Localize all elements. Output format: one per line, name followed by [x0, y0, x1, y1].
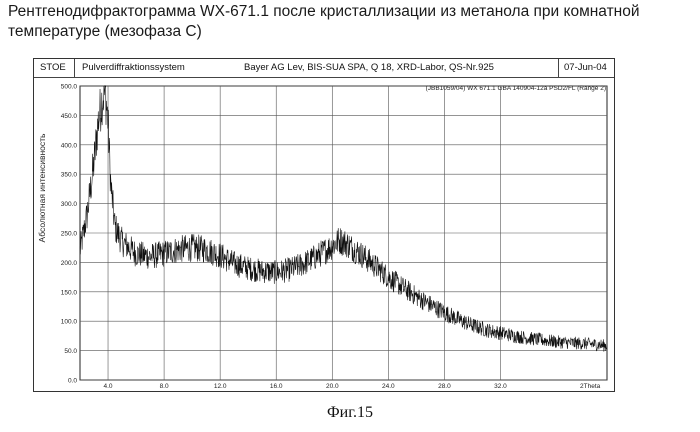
header-lab: Bayer AG Lev, BIS-SUA SPA, Q 18, XRD-Lab…	[244, 59, 494, 77]
y-tick-label: 50.0	[64, 348, 77, 355]
header-date: 07-Jun-04	[564, 59, 607, 77]
series	[80, 86, 607, 352]
y-tick-labels: 0.0 50.0 100.0 150.0 200.0 250.0 300.0 350.0 400…	[61, 84, 78, 385]
figure-title: Рентгенодифрактограмма WX-671.1 после кр…	[8, 2, 698, 42]
x-tick-label: 12.0	[214, 383, 227, 390]
y-tick-label: 250.0	[61, 231, 78, 238]
instrument-header: STOE Pulverdiffraktionssystem Bayer AG L…	[34, 59, 614, 78]
chart-annotation: (JBB1059/04) WX 671.1 GBA 140904-12a PSD…	[426, 85, 606, 92]
figure-caption: Фиг.15	[0, 404, 700, 422]
y-tick-label: 150.0	[61, 289, 78, 296]
y-tick-label: 100.0	[61, 319, 78, 326]
x-tick-label: 32.0	[494, 383, 507, 390]
y-axis-label: Абсолютная интенсивность	[37, 133, 47, 242]
diffractogram-panel: STOE Pulverdiffraktionssystem Bayer AG L…	[33, 58, 615, 392]
y-tick-label: 350.0	[61, 172, 78, 179]
x-tick-label: 8.0	[160, 383, 169, 390]
header-divider	[558, 59, 559, 77]
y-tick-label: 450.0	[61, 113, 78, 120]
intensity-trace	[80, 86, 607, 352]
header-divider	[74, 59, 75, 77]
grid	[80, 86, 607, 380]
x-tick-label: 2Theta	[580, 383, 601, 390]
y-tick-label: 200.0	[61, 260, 78, 267]
y-tick-label: 400.0	[61, 142, 78, 149]
y-tick-label: 500.0	[61, 84, 78, 91]
diffractogram-chart: 0.0 50.0 100.0 150.0 200.0 250.0 300.0 350.0 400…	[34, 78, 614, 390]
y-tick-label: 300.0	[61, 201, 78, 208]
x-tick-labels: 4.0 8.0 12.0 16.0 20.0 24.0 28.0 32.0 2Theta	[104, 383, 601, 390]
y-tick-label: 0.0	[68, 378, 77, 385]
x-tick-label: 4.0	[104, 383, 113, 390]
x-tick-label: 24.0	[382, 383, 395, 390]
header-system: Pulverdiffraktionssystem	[82, 59, 185, 77]
x-tick-label: 20.0	[326, 383, 339, 390]
x-tick-label: 28.0	[438, 383, 451, 390]
x-tick-label: 16.0	[270, 383, 283, 390]
header-stoe: STOE	[40, 59, 66, 77]
